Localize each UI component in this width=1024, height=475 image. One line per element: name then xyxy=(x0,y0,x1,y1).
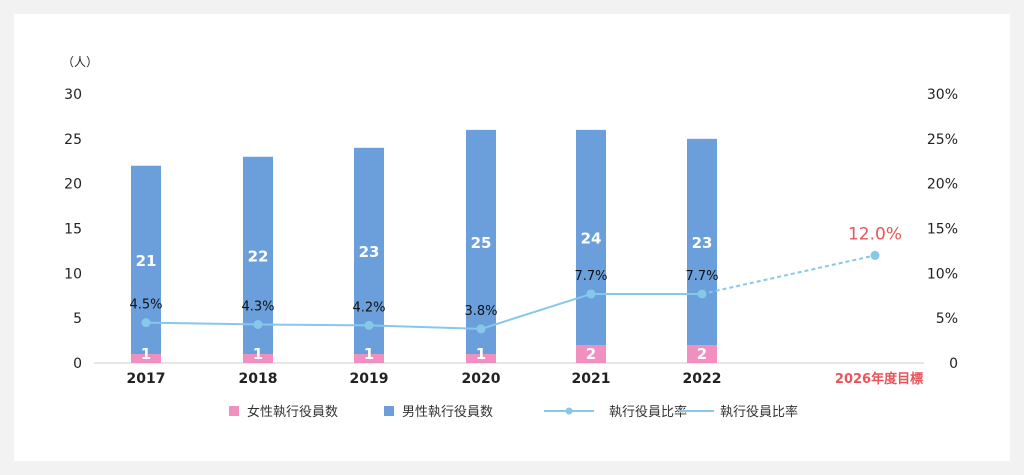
category-label: 2017 xyxy=(127,371,166,387)
category-labels: 2017 2018 2019 2020 2021 2022 2026年度目標 xyxy=(127,371,924,387)
bar-female xyxy=(354,354,384,363)
rate-point xyxy=(586,289,596,299)
rate-label: 4.5% xyxy=(129,298,162,313)
left-tick-label: 15 xyxy=(64,222,82,238)
right-tick-label: 5% xyxy=(936,311,958,327)
right-tick-label: 10% xyxy=(927,266,958,282)
bar-female xyxy=(687,345,717,363)
bar-male-value: 23 xyxy=(359,243,380,261)
legend-rate-text-2: 執行役員比率 xyxy=(720,404,798,420)
bar-female xyxy=(576,345,606,363)
rate-label: 7.7% xyxy=(574,269,607,284)
left-axis: 0 5 10 15 20 25 30 xyxy=(64,87,82,372)
right-tick-label: 0 xyxy=(949,356,958,372)
category-label: 2022 xyxy=(683,371,722,387)
right-tick-label: 30% xyxy=(927,87,958,103)
right-tick-label: 20% xyxy=(927,177,958,193)
target-rate-label: 12.0% xyxy=(848,224,902,244)
rate-point xyxy=(364,320,374,330)
bar-female-value: 2 xyxy=(586,345,596,363)
bar-male xyxy=(576,129,606,346)
bar-female-value: 1 xyxy=(141,345,151,363)
legend-female-text: 女性執行役員数 xyxy=(247,404,338,420)
category-label: 2020 xyxy=(462,371,501,387)
bar-female xyxy=(243,354,273,363)
bar-female xyxy=(466,354,496,363)
bar-male-value: 25 xyxy=(471,234,492,252)
bar-female-value: 1 xyxy=(364,345,374,363)
rate-point xyxy=(870,250,880,260)
rate-point xyxy=(141,318,151,328)
rate-line-target-dashed xyxy=(701,254,876,295)
chart-card: （人） 0 5 10 15 20 25 30 0 5% 10% 15% 20% 25% 30% 1 21 1… xyxy=(14,14,1010,461)
legend-female-swatch xyxy=(229,406,239,416)
left-tick-label: 0 xyxy=(73,356,82,372)
bar-male xyxy=(466,129,496,355)
bar-male-value: 23 xyxy=(692,234,713,252)
rate-label: 3.8% xyxy=(464,304,497,319)
rate-point xyxy=(697,289,707,299)
bar-female xyxy=(131,354,161,363)
bars-group: 1 21 1 22 1 23 1 25 2 24 2 23 xyxy=(131,129,717,363)
right-axis: 0 5% 10% 15% 20% 25% 30% xyxy=(927,87,958,372)
target-category-label: 2026年度目標 xyxy=(835,371,923,387)
category-label: 2019 xyxy=(350,371,389,387)
category-label: 2021 xyxy=(572,371,611,387)
bar-female-value: 1 xyxy=(253,345,263,363)
rate-label: 7.7% xyxy=(685,269,718,284)
bar-male xyxy=(687,138,717,346)
left-tick-label: 25 xyxy=(64,132,82,148)
rate-point xyxy=(476,324,486,334)
right-tick-label: 15% xyxy=(927,222,958,238)
left-tick-label: 20 xyxy=(64,177,82,193)
left-tick-label: 10 xyxy=(64,266,82,282)
legend-rate-marker xyxy=(565,407,573,415)
bar-male xyxy=(354,147,384,355)
legend-male-text: 男性執行役員数 xyxy=(402,404,493,420)
bar-male-value: 24 xyxy=(581,229,602,247)
rate-label: 4.2% xyxy=(352,300,385,315)
rate-line xyxy=(145,292,702,330)
rate-point xyxy=(253,319,263,329)
rate-line-group: 4.5% 4.3% 4.2% 3.8% 7.7% 7.7% 12.0% xyxy=(129,224,902,334)
rate-label: 4.3% xyxy=(241,299,274,314)
bar-male-value: 21 xyxy=(136,252,157,270)
left-tick-label: 5 xyxy=(73,311,82,327)
right-tick-label: 25% xyxy=(927,132,958,148)
legend: 女性執行役員数 男性執行役員数 執行役員比率 執行役員比率 xyxy=(229,404,798,420)
legend-male-swatch xyxy=(384,406,394,416)
legend-rate-text: 執行役員比率 xyxy=(609,404,687,420)
category-label: 2018 xyxy=(239,371,278,387)
bar-female-value: 2 xyxy=(697,345,707,363)
bar-female-value: 1 xyxy=(476,345,486,363)
bar-male-value: 22 xyxy=(248,247,269,265)
left-tick-label: 30 xyxy=(64,87,82,103)
unit-label: （人） xyxy=(62,55,98,69)
